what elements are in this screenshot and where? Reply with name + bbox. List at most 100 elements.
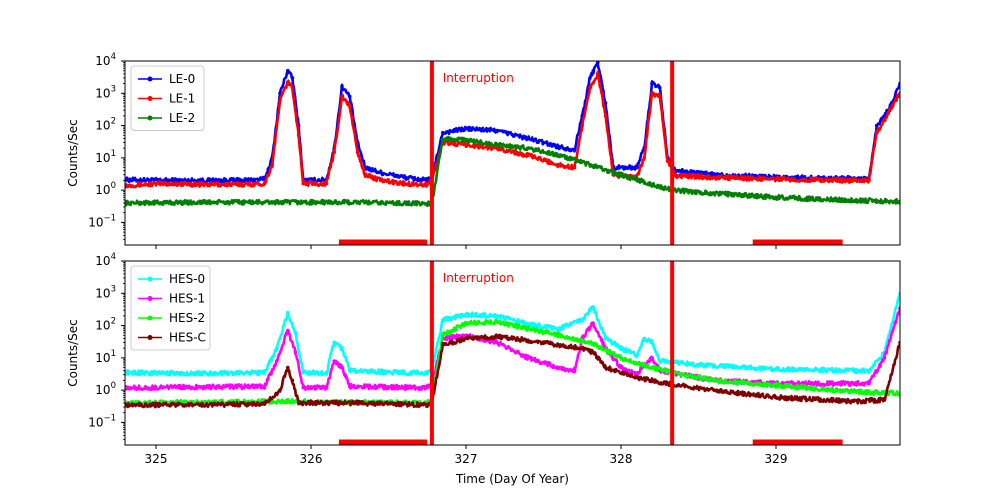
series-HES-0 [125,293,900,377]
y-tick-base: 10 [95,254,110,268]
legend-marker-HES-2 [147,315,153,321]
y-tick-exponent: 1 [111,349,116,359]
y-tick-base: 10 [88,415,103,429]
data-point-LE-1 [580,123,584,128]
panel-0: Interruption10−1100101102103104Counts/Se… [66,52,901,249]
data-point-LE-0 [340,84,344,89]
data-point-LE-0 [650,81,654,86]
y-axis-label: Counts/Sec [66,119,80,187]
data-point-LE-0 [464,126,468,131]
data-point-LE-0 [603,101,608,105]
y-tick-label: 101 [95,349,116,365]
y-tick-label: 10−1 [88,413,116,429]
data-point-HES-0 [464,312,468,317]
data-point-HES-C [774,395,778,400]
data-point-HES-0 [301,370,306,375]
y-tick-base: 10 [95,86,110,100]
data-point-LE-1 [774,177,778,181]
data-point-LE-0 [402,175,406,180]
legend-1: HES-0 HES-1 HES-2 HES-C [130,265,211,351]
data-point-LE-0 [239,178,244,183]
y-tick-label: 10−1 [88,213,116,229]
data-point-HES-0 [340,346,344,350]
data-point-HES-2 [526,326,530,331]
panel-1: Interruption10−1100101102103104Counts/Se… [66,252,901,486]
data-point-LE-0 [712,172,716,177]
data-point-LE-0 [347,94,352,99]
legend-marker-LE-0 [147,76,153,82]
legend-marker-HES-C [147,335,153,340]
data-point-LE-0 [441,130,445,135]
data-point-HES-2 [495,320,499,324]
y-tick-base: 10 [95,351,110,365]
y-tick-base: 10 [95,151,110,165]
data-point-LE-2 [425,201,430,206]
data-point-LE-2 [448,136,453,141]
data-point-HES-C [851,399,856,404]
data-point-HES-0 [332,340,337,345]
axes-frame-1 [124,260,901,446]
y-tick-label: 103 [95,84,116,100]
y-tick-exponent: 1 [111,149,116,159]
data-point-LE-0 [526,136,530,141]
legend-box [130,65,205,131]
y-tick-exponent: −1 [103,413,116,423]
data-point-HES-2 [588,340,592,345]
data-point-HES-1 [619,365,623,370]
x-tick-label: 326 [300,452,323,466]
data-point-HES-0 [441,318,445,322]
data-point-HES-1 [275,359,279,363]
y-tick-base: 10 [95,383,110,397]
data-point-LE-1 [890,104,894,108]
data-point-LE-1 [712,175,716,180]
y-tick-label: 102 [95,117,116,133]
y-tick-base: 10 [88,215,103,229]
data-point-LE-1 [262,181,267,186]
data-point-LE-1 [355,150,360,154]
data-point-LE-0 [495,128,499,133]
y-tick-label: 101 [95,149,116,165]
data-point-LE-1 [526,153,530,158]
legend-label: LE-1 [169,92,195,106]
data-point-LE-0 [572,147,577,152]
data-point-HES-0 [293,330,298,335]
y-tick-label: 100 [95,381,116,397]
data-point-HES-0 [580,318,584,322]
y-tick-base: 10 [95,54,110,68]
data-point-HES-0 [495,314,499,318]
data-point-HES-2 [464,321,468,325]
data-point-LE-1 [286,80,290,84]
data-point-LE-1 [642,156,646,160]
interruption-annotation: Interruption [443,271,514,285]
y-tick-label: 104 [95,52,116,68]
data-point-HES-2 [712,378,716,383]
data-point-HES-0 [262,370,267,375]
data-point-HES-2 [619,356,623,360]
data-point-HES-C [278,388,282,392]
data-point-HES-C [296,401,301,405]
data-point-LE-1 [851,178,856,183]
data-point-HES-2 [681,372,685,377]
data-point-HES-0 [867,368,871,373]
y-tick-base: 10 [95,119,110,133]
data-point-LE-2 [557,153,561,158]
legend-marker-HES-0 [147,276,153,282]
y-tick-label: 103 [95,284,116,300]
data-point-LE-1 [572,165,577,170]
data-point-HES-0 [286,310,290,315]
y-tick-label: 102 [95,317,116,333]
data-point-HES-C [286,365,290,370]
data-point-LE-0 [290,76,295,80]
data-point-LE-2 [650,182,654,187]
series-LE-2 [125,135,900,207]
data-point-HES-C [557,343,561,347]
data-point-HES-C [712,388,716,392]
data-point-LE-2 [464,138,468,143]
legend-label: HES-C [169,331,206,345]
data-point-LE-1 [673,173,678,178]
data-point-HES-0 [200,371,205,376]
data-point-HES-1 [200,385,205,389]
data-point-HES-1 [557,365,561,370]
data-point-HES-C [580,346,584,350]
